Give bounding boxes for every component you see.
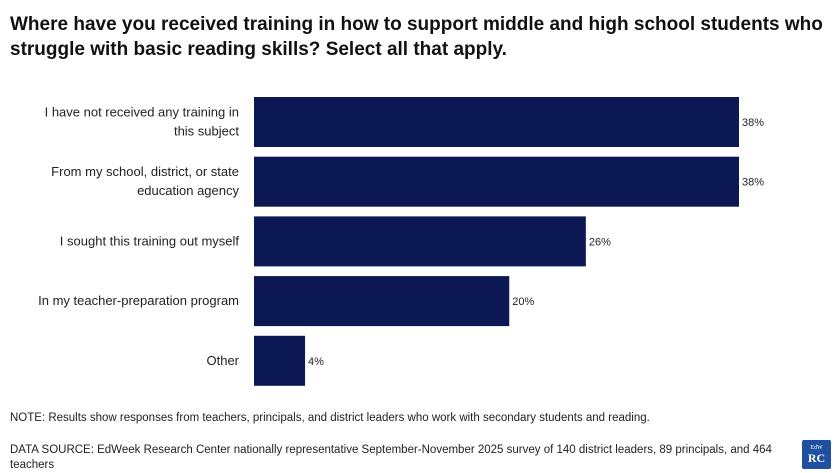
bar-chart: 38% I have not received any training in th… [38,97,764,386]
logo-line-2: RC [807,451,826,465]
category-label-0: I have not received any training in this … [45,105,240,139]
logo-line-1: EdW [810,445,823,451]
value-label-3: 20% [512,296,534,308]
bar-0 [254,97,739,147]
bar-3 [254,276,510,327]
category-label-4: Other [206,353,239,368]
value-label-2: 26% [589,236,611,248]
bar-2 [254,216,586,267]
data-source: DATA SOURCE: EdWeek Research Center nati… [10,444,772,471]
bar-1 [254,156,739,207]
value-label-4: 4% [308,356,324,368]
category-label-1: From my school, district, or state educat… [51,164,239,198]
category-label-2: I sought this training out myself [60,233,240,248]
chart-note: NOTE: Results show responses from teache… [10,412,650,424]
bar-4 [254,335,306,386]
edweek-research-center-logo: EdW RC [802,440,831,469]
category-label-3: In my teacher-preparation program [38,293,239,308]
value-label-0: 38% [742,117,764,129]
value-label-1: 38% [742,177,764,189]
chart-title: Where have you received training in how … [10,14,823,60]
